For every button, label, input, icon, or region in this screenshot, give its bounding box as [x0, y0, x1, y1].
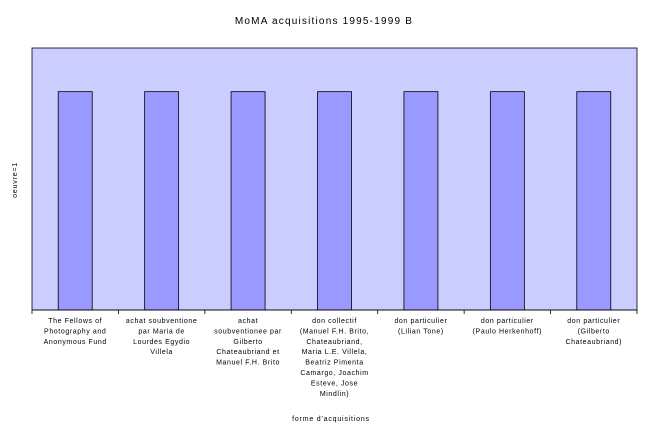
x-tick-label: The Fellows of Photography and Anonymous F… — [44, 318, 107, 346]
x-tick-label: don collectif (Manuel F.H. Brito, Chateaub… — [300, 318, 369, 398]
bar — [57, 91, 93, 311]
bar — [489, 91, 525, 311]
x-ticks — [31, 310, 638, 314]
x-tick-label: don particulier (Lilian Tone) — [394, 318, 447, 335]
y-axis-label: oeuvre=1 — [12, 162, 19, 198]
bar — [576, 91, 612, 311]
bar — [230, 91, 266, 311]
x-tick-label: achat soubventione par Maria de Lourdes Eg… — [126, 318, 198, 356]
x-tick-label: don particulier (Gilberto Chateaubriand) — [565, 318, 622, 346]
bars — [57, 91, 612, 311]
x-axis-label: forme d'acquisitions — [292, 416, 370, 423]
x-tick-label: achat soubventionee par Gilberto Chateaubri… — [214, 318, 282, 367]
chart-title: MoMA acquisitions 1995-1999 B — [235, 16, 413, 27]
bar — [403, 91, 439, 311]
bar — [317, 91, 352, 311]
x-tick-label: don particulier (Paulo Herkenhoff) — [473, 318, 542, 335]
x-tick-labels: The Fellows of Photography and Anonymous F… — [44, 318, 622, 398]
bar — [144, 91, 180, 311]
